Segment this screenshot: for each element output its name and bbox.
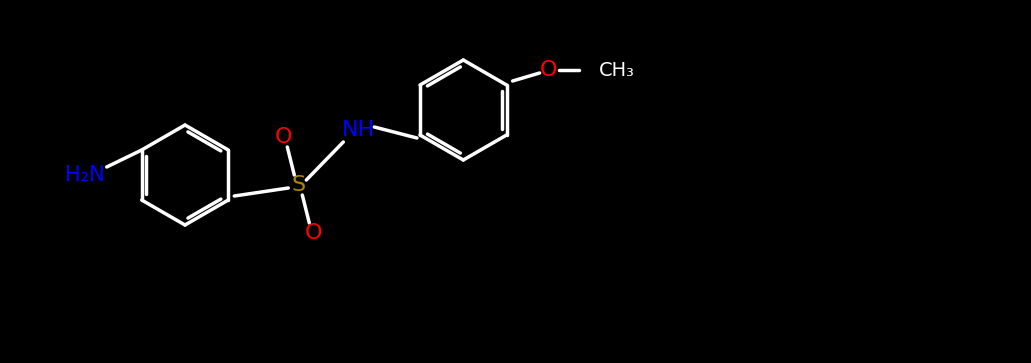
Text: O: O [540, 60, 558, 80]
Text: H₂N: H₂N [65, 165, 104, 185]
Text: NH: NH [341, 120, 375, 140]
Text: CH₃: CH₃ [599, 61, 634, 79]
Text: O: O [304, 223, 322, 243]
Text: S: S [291, 175, 305, 195]
Text: O: O [274, 127, 292, 147]
